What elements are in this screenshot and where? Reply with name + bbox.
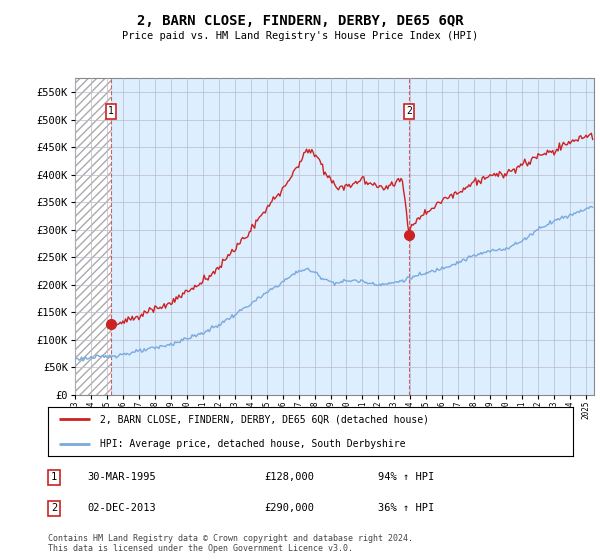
Text: 2, BARN CLOSE, FINDERN, DERBY, DE65 6QR: 2, BARN CLOSE, FINDERN, DERBY, DE65 6QR: [137, 14, 463, 28]
Text: £128,000: £128,000: [264, 473, 314, 482]
Text: 02-DEC-2013: 02-DEC-2013: [87, 503, 156, 513]
Text: 2: 2: [406, 106, 412, 116]
Text: 94% ↑ HPI: 94% ↑ HPI: [378, 473, 434, 482]
Text: HPI: Average price, detached house, South Derbyshire: HPI: Average price, detached house, Sout…: [101, 439, 406, 449]
Text: 30-MAR-1995: 30-MAR-1995: [87, 473, 156, 482]
Text: 1: 1: [108, 106, 114, 116]
Text: 36% ↑ HPI: 36% ↑ HPI: [378, 503, 434, 513]
Text: 1: 1: [51, 473, 57, 482]
Text: 2: 2: [51, 503, 57, 513]
Polygon shape: [75, 78, 111, 395]
Text: Contains HM Land Registry data © Crown copyright and database right 2024.
This d: Contains HM Land Registry data © Crown c…: [48, 534, 413, 553]
Text: Price paid vs. HM Land Registry's House Price Index (HPI): Price paid vs. HM Land Registry's House …: [122, 31, 478, 41]
Text: 2, BARN CLOSE, FINDERN, DERBY, DE65 6QR (detached house): 2, BARN CLOSE, FINDERN, DERBY, DE65 6QR …: [101, 414, 430, 424]
Text: £290,000: £290,000: [264, 503, 314, 513]
